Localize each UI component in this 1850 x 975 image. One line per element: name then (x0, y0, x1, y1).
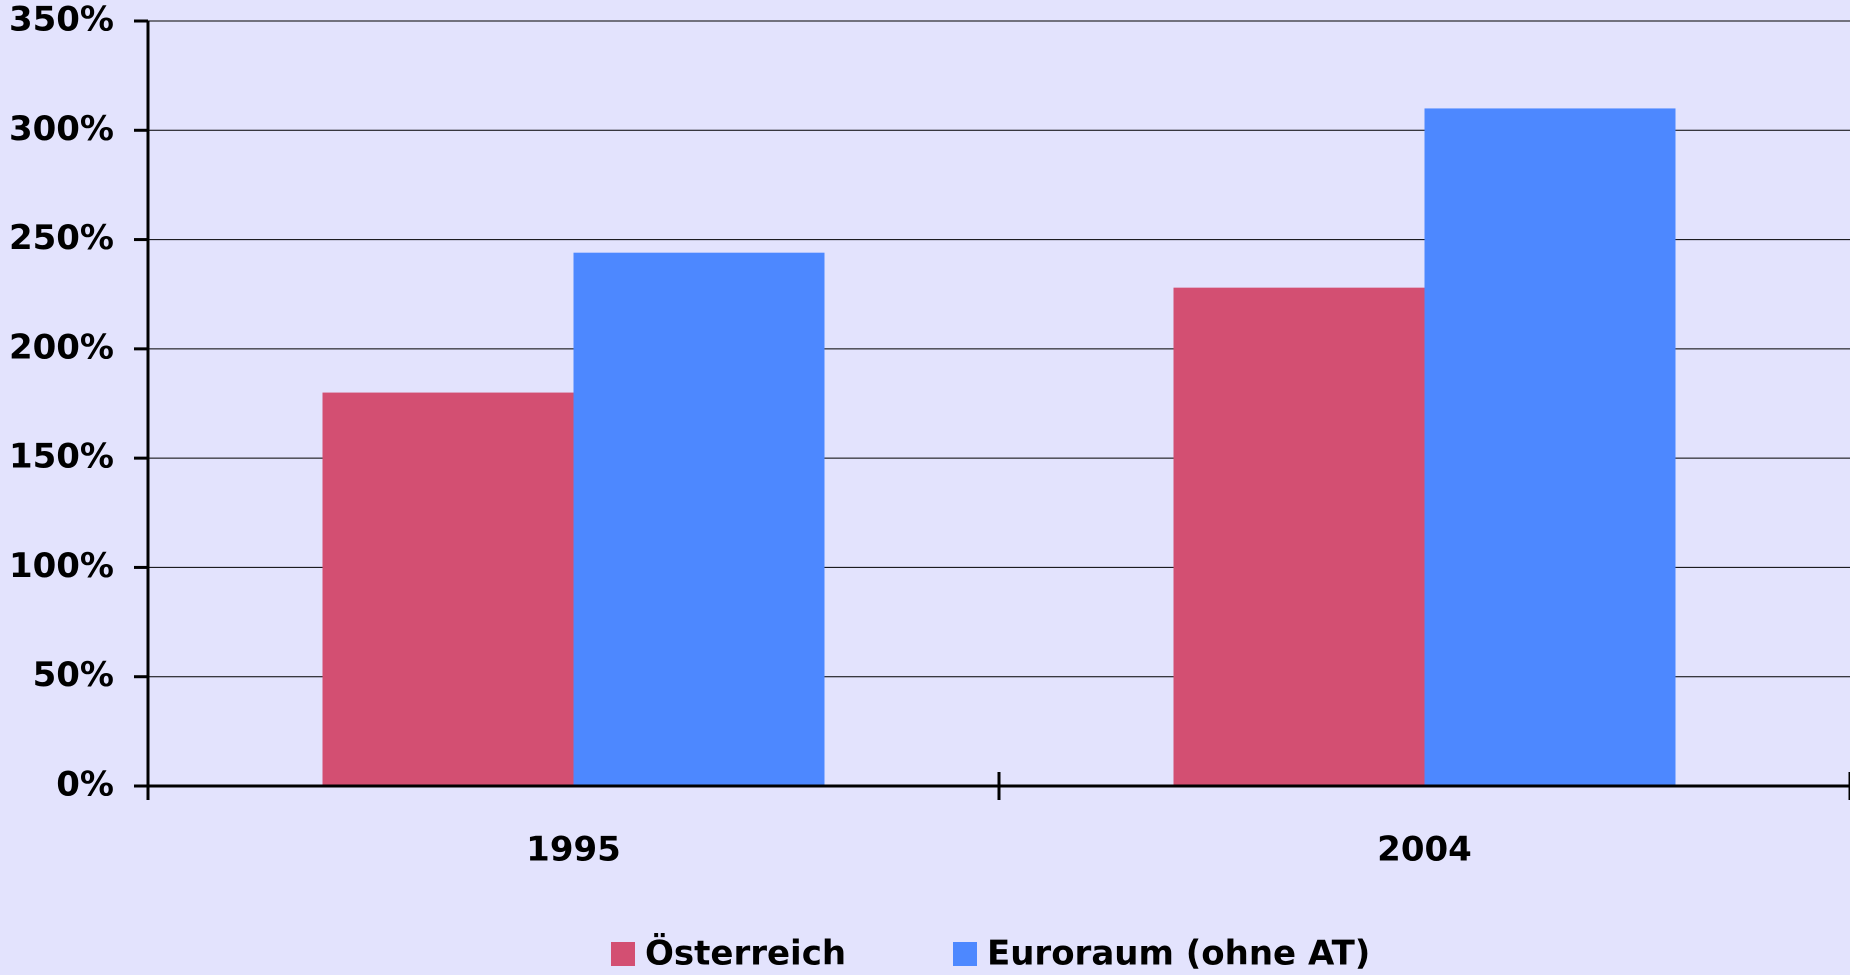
legend-label: Euroraum (ohne AT) (987, 934, 1370, 974)
bar (322, 392, 574, 786)
y-tick-label: 0% (56, 765, 114, 805)
y-tick-label: 50% (33, 655, 114, 695)
y-tick-label: 100% (9, 546, 114, 586)
legend-label: Österreich (645, 933, 846, 974)
y-tick-label: 300% (9, 109, 114, 149)
legend-swatch (611, 942, 635, 966)
x-tick-label: 2004 (1377, 830, 1472, 870)
y-tick-label: 350% (9, 0, 114, 40)
legend-swatch (953, 942, 977, 966)
y-tick-label: 200% (9, 327, 114, 367)
bar (1173, 287, 1425, 786)
y-tick-label: 250% (9, 218, 114, 258)
y-tick-label: 150% (9, 437, 114, 477)
bar (573, 252, 825, 786)
x-tick-label: 1995 (526, 830, 621, 870)
bar (1424, 108, 1676, 786)
